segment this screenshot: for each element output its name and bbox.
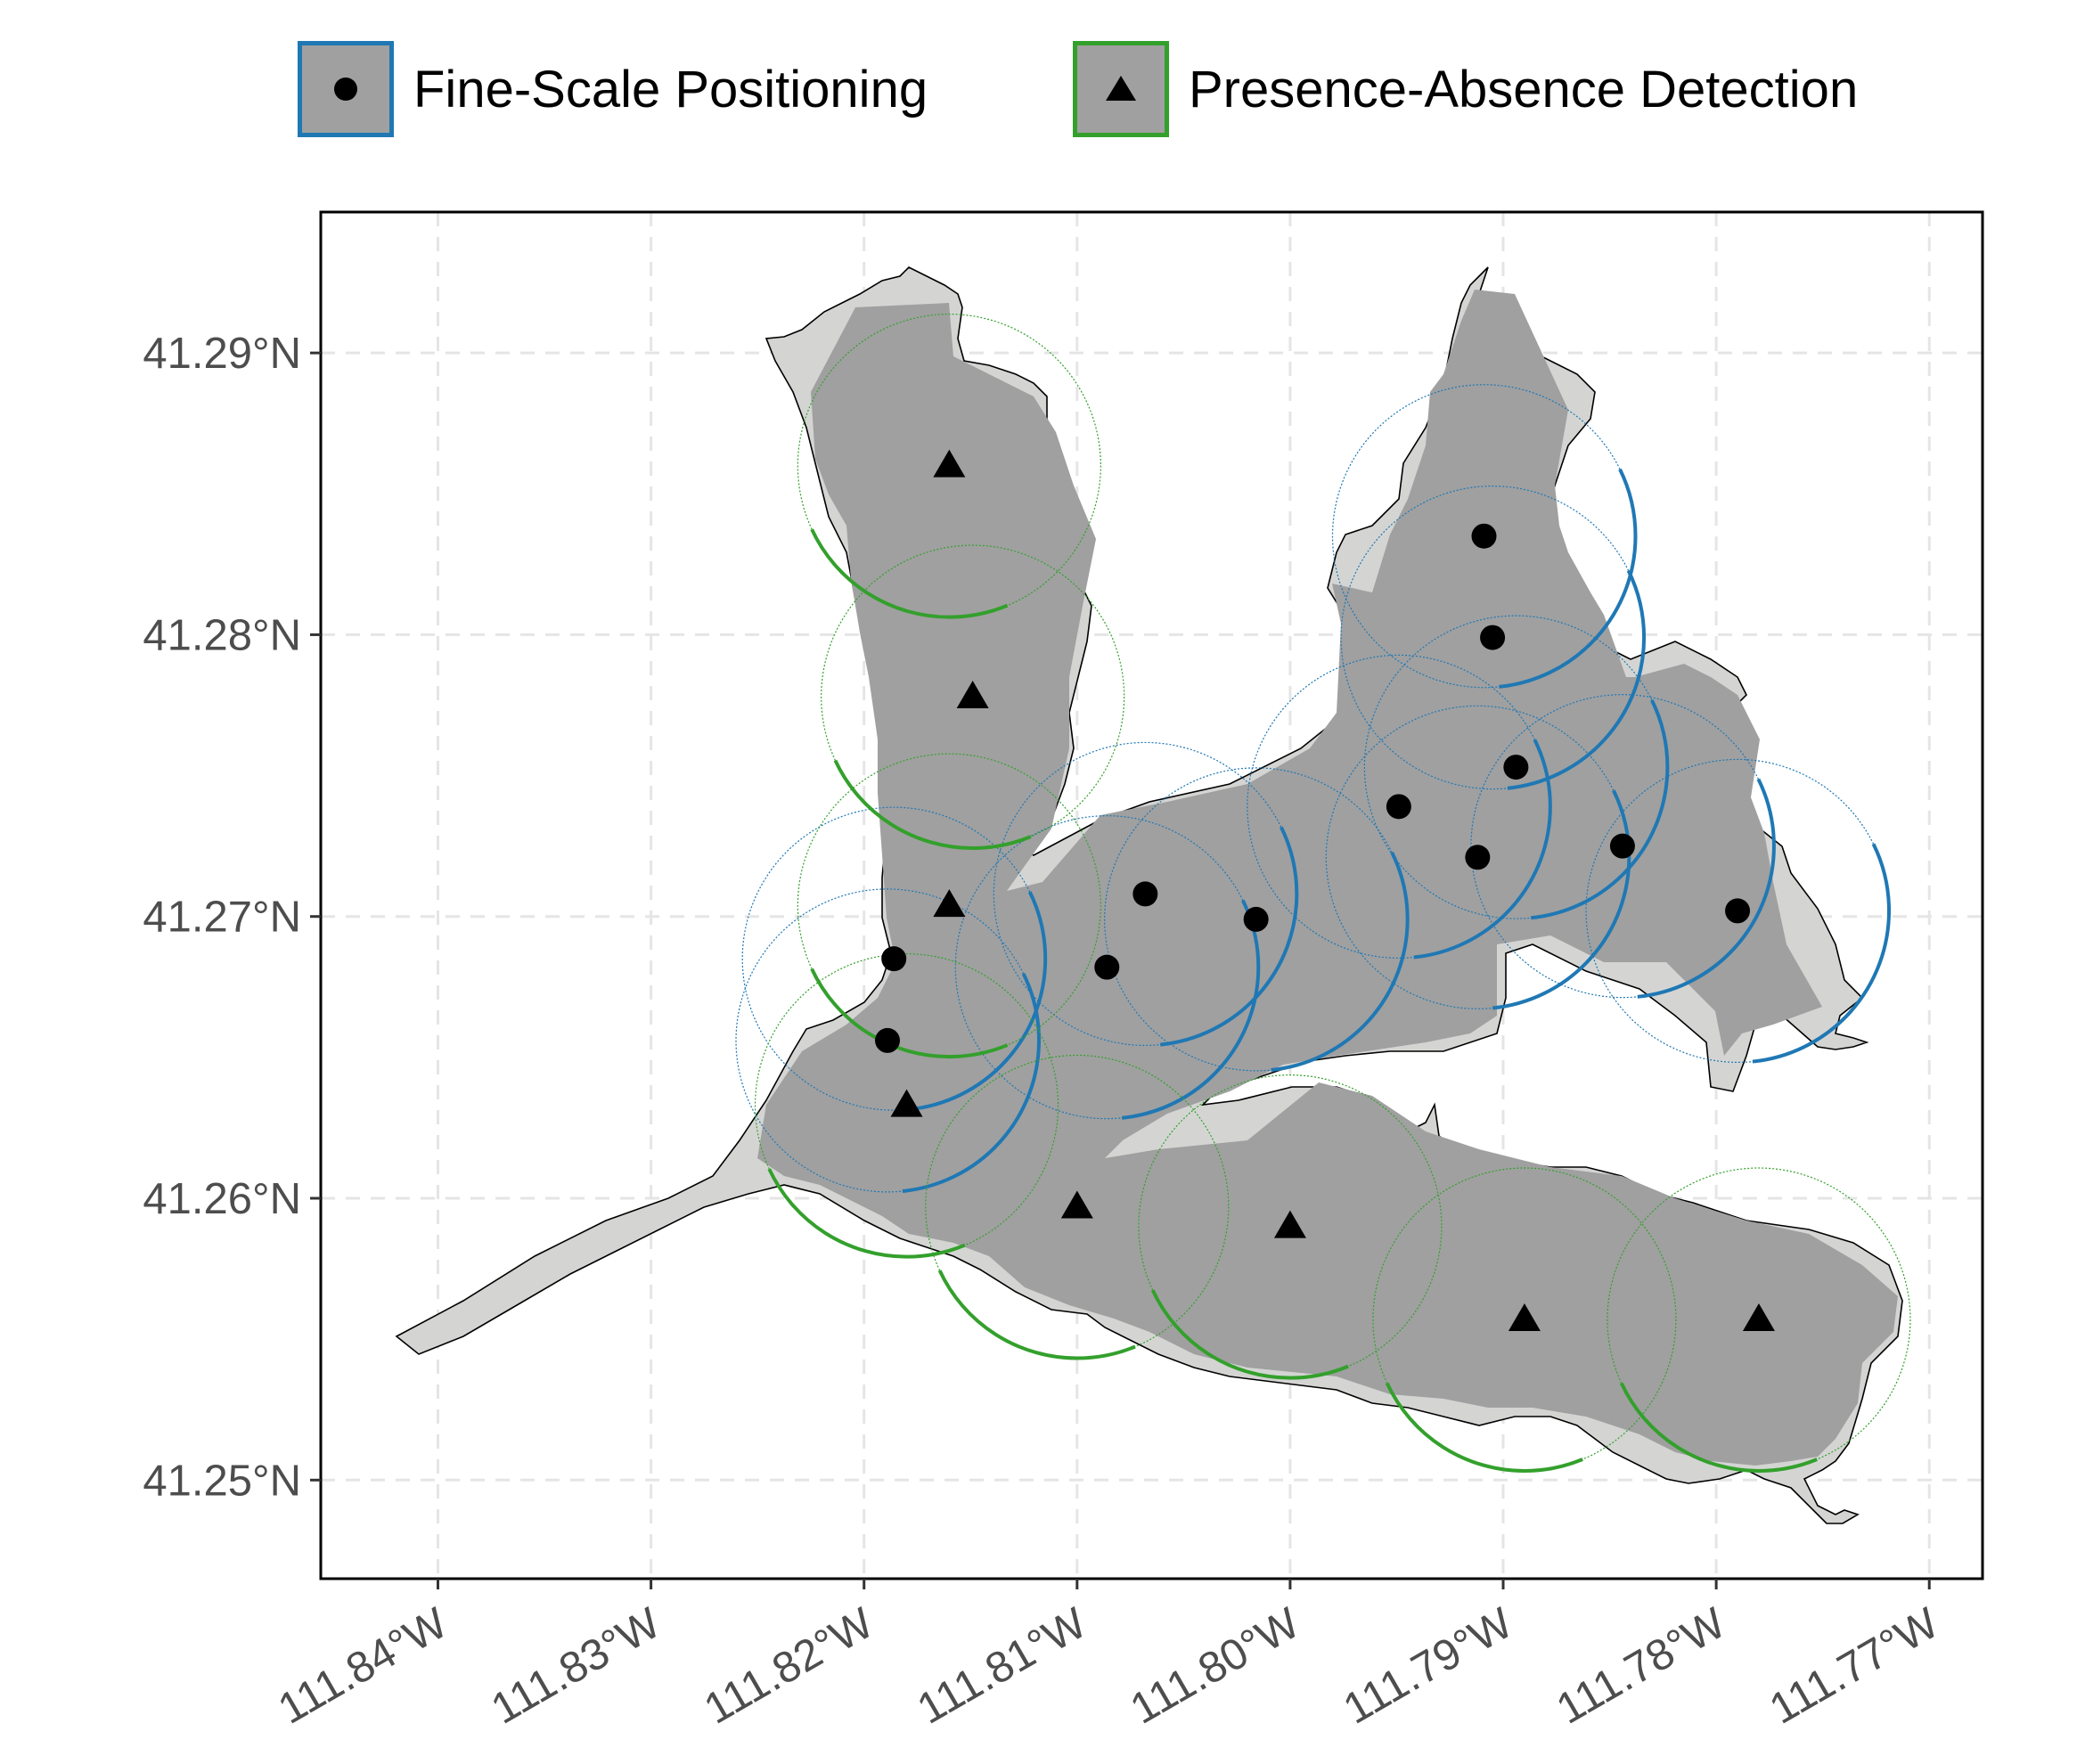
y-tick-label: 41.28°N (143, 611, 301, 659)
legend-label-presence-absence: Presence-Absence Detection (1189, 60, 1859, 118)
map-panel-border (319, 210, 1984, 1580)
legend-key-fine-scale (298, 41, 394, 137)
range-circle-arc (1468, 692, 1776, 1000)
x-tick-label: 111.80°W (1123, 1598, 1308, 1733)
receiver-circle-marker (1480, 625, 1506, 650)
y-axis: 41.29°N 41.28°N 41.27°N 41.26°N 41.25°N (143, 330, 321, 1505)
x-tick-label: 111.84°W (270, 1598, 455, 1733)
range-circle-outer (821, 544, 1125, 849)
receiver-circle-marker (1243, 906, 1269, 932)
y-tick-label: 41.29°N (143, 330, 301, 378)
range-circle-arc (1339, 484, 1647, 791)
range-circle-arc (819, 543, 1126, 851)
range-circle-arc (740, 805, 1048, 1113)
range-circle-outer (797, 314, 1101, 618)
range-circle-arc (923, 1053, 1231, 1360)
receiver-triangle-marker (1060, 1190, 1093, 1219)
legend-label-fine-scale: Fine-Scale Positioning (413, 60, 928, 118)
receiver-triangle-marker (956, 681, 989, 709)
x-tick-label: 111.83°W (484, 1598, 669, 1733)
range-circle-arc (734, 886, 1042, 1194)
x-tick-label: 111.78°W (1549, 1598, 1734, 1733)
x-axis: 111.84°W 111.83°W 111.82°W 111.81°W 111.80°W… (270, 1579, 1947, 1734)
legend-key-presence-absence (1073, 41, 1169, 137)
range-circle-outer (754, 953, 1059, 1258)
range-circle-arc (1324, 704, 1631, 1011)
range-circle-arc (1584, 757, 1892, 1065)
receiver-triangle-marker (890, 1089, 923, 1117)
x-tick-label: 111.77°W (1762, 1598, 1947, 1733)
receiver-circle-marker (1609, 833, 1635, 859)
triangle-marker-icon (1106, 76, 1136, 101)
receiver-triangle-marker (1742, 1303, 1775, 1332)
receiver-circle-marker (1386, 794, 1411, 820)
range-circle-outer (1607, 1167, 1911, 1472)
range-circle-outer (797, 753, 1101, 1058)
range-circle-outer (1138, 1074, 1443, 1379)
receiver-triangle-marker (1273, 1210, 1306, 1238)
receiver-circle-marker (1094, 954, 1120, 980)
y-tick-label: 41.27°N (143, 894, 301, 942)
range-circle-arc (1102, 765, 1410, 1073)
legend-item-fine-scale[interactable]: Fine-Scale Positioning (298, 36, 928, 143)
receiver-circle-marker (1465, 845, 1491, 870)
y-tick-label: 41.25°N (143, 1457, 301, 1505)
range-circle-arc (1245, 653, 1552, 960)
y-tick-label: 41.26°N (143, 1175, 301, 1223)
range-circle-arc (1136, 1073, 1443, 1380)
range-circle-arc (753, 951, 1060, 1259)
fine-scale-range-circles (734, 382, 1892, 1194)
receiver-triangle-marker (933, 449, 966, 478)
range-circle-outer (925, 1054, 1230, 1360)
range-circle-arc (796, 312, 1103, 619)
receiver-markers (875, 449, 1775, 1332)
range-circle-arc (1362, 614, 1670, 921)
legend-item-presence-absence[interactable]: Presence-Absence Detection (1073, 36, 1858, 143)
range-circle-arc (796, 752, 1103, 1059)
range-circle-outer (1372, 1167, 1677, 1472)
range-circle-arc (953, 813, 1261, 1121)
circle-marker-icon (334, 78, 357, 101)
x-tick-label: 111.81°W (910, 1598, 1095, 1733)
receiver-triangle-marker (933, 889, 966, 918)
x-tick-label: 111.82°W (697, 1598, 882, 1733)
receiver-circle-marker (1132, 881, 1158, 907)
receiver-triangle-marker (1508, 1303, 1541, 1332)
receiver-circle-marker (875, 1027, 901, 1053)
receiver-circle-marker (1503, 755, 1529, 780)
x-tick-label: 111.79°W (1336, 1598, 1521, 1733)
range-circle-arc (992, 740, 1299, 1048)
presence-absence-range-circles (753, 312, 1912, 1474)
range-circle-arc (1605, 1166, 1912, 1474)
receiver-circle-marker (1725, 898, 1751, 924)
range-circle-arc (1330, 382, 1638, 690)
legend: Fine-Scale Positioning Presence-Absence … (298, 36, 1991, 143)
receiver-circle-marker (1471, 523, 1497, 549)
range-circle-arc (1370, 1166, 1678, 1474)
range-circle-outer (1247, 654, 1551, 959)
receiver-circle-marker (881, 946, 907, 972)
